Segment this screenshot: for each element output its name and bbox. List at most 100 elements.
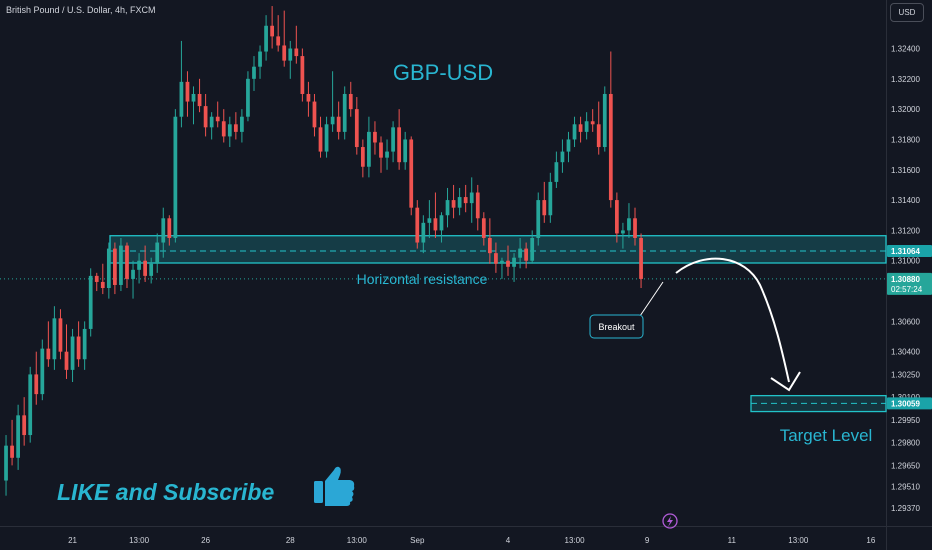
candle <box>227 116 232 148</box>
candle-body <box>227 124 232 137</box>
candle-body <box>433 218 438 231</box>
candle-body <box>421 222 426 243</box>
candle-body <box>554 162 559 182</box>
breakout-pointer <box>639 281 664 317</box>
candle <box>348 81 353 117</box>
candle-body <box>469 192 474 204</box>
candle-body <box>233 124 238 132</box>
candle-body <box>221 121 226 137</box>
candle-body <box>282 45 287 61</box>
currency-button[interactable]: USD <box>890 3 924 22</box>
candle <box>578 116 583 143</box>
candle <box>106 242 111 299</box>
candle-body <box>385 151 389 158</box>
candle-body <box>572 124 577 140</box>
candle-body <box>276 36 281 46</box>
candle <box>427 200 432 238</box>
candle <box>530 230 535 264</box>
candle-body <box>578 124 583 132</box>
candle-body <box>518 248 522 258</box>
candle-body <box>602 93 607 148</box>
candle <box>264 15 268 61</box>
candle-body <box>633 218 637 238</box>
candle-body <box>354 109 359 148</box>
candle <box>566 131 571 163</box>
candle-body <box>191 93 196 102</box>
candle <box>240 109 244 143</box>
candle-body <box>82 328 87 360</box>
candle <box>403 131 408 170</box>
candle <box>639 233 643 289</box>
candle-body <box>137 260 141 270</box>
candle-body <box>179 81 184 117</box>
candle <box>433 192 438 238</box>
candle <box>288 40 293 79</box>
candle-body <box>197 93 202 107</box>
candle-body <box>584 121 589 132</box>
candle-body <box>524 248 529 261</box>
y-tick-label: 1.31000 <box>891 257 920 266</box>
candle-body <box>397 127 402 163</box>
candle-body <box>560 151 565 163</box>
candle <box>113 242 117 295</box>
candle <box>221 109 226 143</box>
candle <box>100 263 105 295</box>
candle <box>572 116 577 148</box>
candle <box>560 139 565 173</box>
x-tick-label: 13:00 <box>347 536 368 545</box>
x-tick-label: 21 <box>68 536 77 545</box>
y-tick-label: 1.32000 <box>891 105 920 114</box>
price-label-box <box>887 245 932 258</box>
resistance-zone <box>109 235 887 264</box>
candle-body <box>475 192 480 219</box>
candle <box>614 192 619 243</box>
y-tick-label: 1.30250 <box>891 370 920 379</box>
candle-body <box>252 66 256 79</box>
candle-body <box>639 237 643 279</box>
x-tick-label: 13:00 <box>129 536 150 545</box>
candle-body <box>64 351 69 370</box>
candle-body <box>4 445 8 481</box>
y-tick-label: 1.30600 <box>891 317 920 326</box>
candle-body <box>409 139 414 208</box>
x-tick-label: Sep <box>410 536 425 545</box>
candle <box>246 71 250 122</box>
candle-body <box>125 245 129 279</box>
candle <box>197 78 202 113</box>
candle-body <box>360 147 365 167</box>
candle <box>131 260 135 299</box>
candle-body <box>240 116 244 132</box>
candle-body <box>161 218 166 243</box>
candle-body <box>10 445 14 458</box>
price-label-value: 1.30059 <box>891 399 920 408</box>
candle <box>203 93 208 137</box>
candle-body <box>324 124 329 152</box>
candle-body <box>215 116 220 122</box>
candle-body <box>427 218 432 223</box>
candle <box>191 86 196 125</box>
candle-body <box>373 131 377 143</box>
candle <box>306 81 311 117</box>
candle-body <box>621 230 625 234</box>
projection-arrow <box>675 257 790 383</box>
candle-body <box>209 116 214 128</box>
candle-body <box>548 181 553 216</box>
candle <box>379 136 383 173</box>
candle-body <box>34 374 39 395</box>
candle-body <box>46 348 51 360</box>
y-tick-label: 1.31400 <box>891 196 920 205</box>
candle <box>282 10 287 67</box>
resistance-label: Horizontal resistance <box>357 271 488 287</box>
y-tick-label: 1.31800 <box>891 135 920 144</box>
candle-body <box>258 51 262 67</box>
candle <box>602 86 607 152</box>
candle-body <box>445 200 450 216</box>
candle <box>336 101 341 140</box>
candle-body <box>16 415 20 458</box>
candle-body <box>415 207 420 243</box>
candle-body <box>246 78 250 117</box>
candle <box>391 121 395 163</box>
candle <box>155 233 160 273</box>
